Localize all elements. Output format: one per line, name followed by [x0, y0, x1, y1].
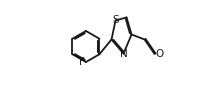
Text: O: O — [156, 49, 164, 59]
Text: N: N — [120, 48, 127, 59]
Text: S: S — [112, 15, 119, 25]
Text: F: F — [79, 57, 84, 67]
